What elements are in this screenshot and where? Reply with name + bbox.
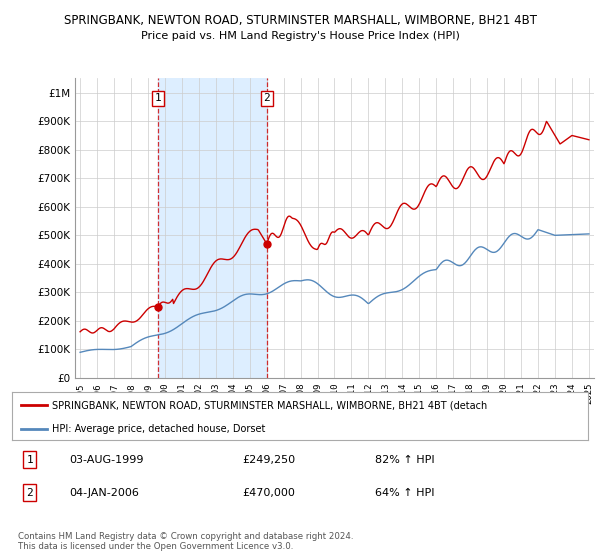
Text: HPI: Average price, detached house, Dorset: HPI: Average price, detached house, Dors… bbox=[52, 424, 266, 434]
Text: £470,000: £470,000 bbox=[242, 488, 295, 498]
Text: SPRINGBANK, NEWTON ROAD, STURMINSTER MARSHALL, WIMBORNE, BH21 4BT (detach: SPRINGBANK, NEWTON ROAD, STURMINSTER MAR… bbox=[52, 400, 488, 410]
Text: 82% ↑ HPI: 82% ↑ HPI bbox=[375, 455, 434, 465]
Text: 2: 2 bbox=[263, 94, 270, 104]
Text: £249,250: £249,250 bbox=[242, 455, 296, 465]
Text: Price paid vs. HM Land Registry's House Price Index (HPI): Price paid vs. HM Land Registry's House … bbox=[140, 31, 460, 41]
Text: SPRINGBANK, NEWTON ROAD, STURMINSTER MARSHALL, WIMBORNE, BH21 4BT: SPRINGBANK, NEWTON ROAD, STURMINSTER MAR… bbox=[64, 14, 536, 27]
Text: 1: 1 bbox=[26, 455, 33, 465]
Text: 03-AUG-1999: 03-AUG-1999 bbox=[70, 455, 144, 465]
Text: 1: 1 bbox=[154, 94, 161, 104]
Text: 2: 2 bbox=[26, 488, 33, 498]
Text: Contains HM Land Registry data © Crown copyright and database right 2024.
This d: Contains HM Land Registry data © Crown c… bbox=[18, 532, 353, 552]
Text: 04-JAN-2006: 04-JAN-2006 bbox=[70, 488, 139, 498]
Bar bbox=[158, 78, 267, 378]
Text: 64% ↑ HPI: 64% ↑ HPI bbox=[375, 488, 434, 498]
